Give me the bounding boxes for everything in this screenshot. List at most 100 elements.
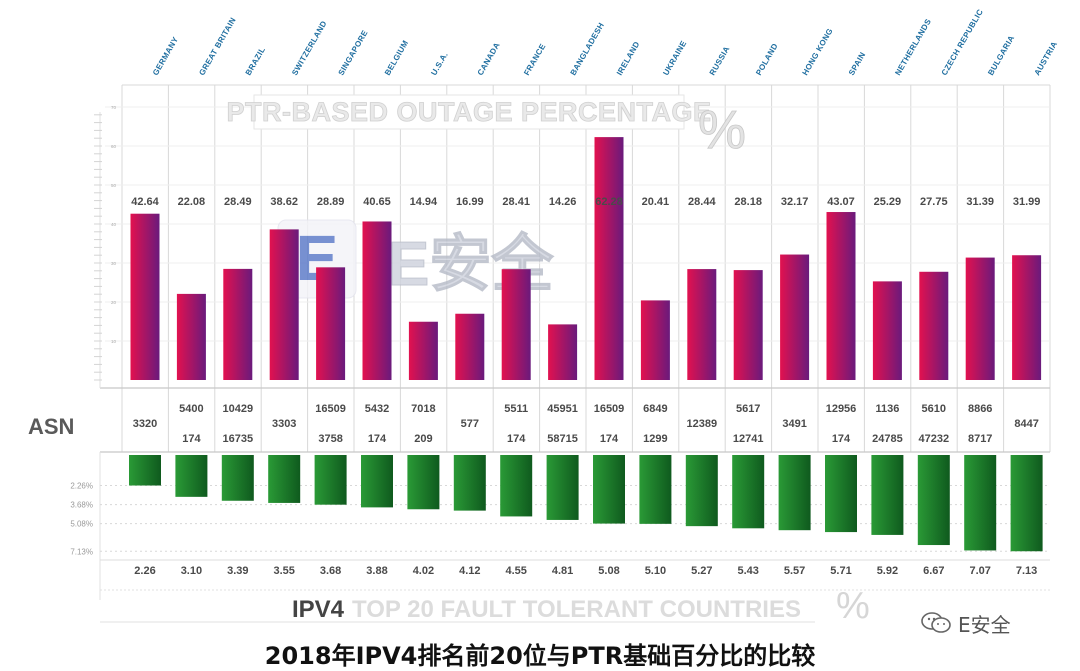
bottom-value-label: 4.55 — [505, 565, 526, 577]
bottom-value-label: 5.08 — [598, 565, 619, 577]
bottom-bar — [778, 455, 811, 531]
country-label: BRAZIL — [244, 46, 267, 77]
wechat-icon — [921, 612, 951, 633]
top-bar — [548, 324, 578, 380]
asn-value: 174 — [507, 433, 526, 445]
asn-value: 3491 — [782, 418, 806, 430]
asn-value: 8717 — [968, 433, 992, 445]
country-label: IRELAND — [615, 40, 642, 77]
top-y-tick-label: 40 — [111, 222, 117, 227]
top-y-tick-label: 70 — [111, 105, 117, 110]
top-value-label: 28.44 — [688, 196, 716, 208]
country-label: NETHERLANDS — [893, 17, 933, 77]
country-label: POLAND — [754, 42, 780, 77]
asn-value: 16735 — [223, 433, 254, 445]
bottom-value-label: 3.10 — [181, 565, 202, 577]
top-value-label: 43.07 — [827, 196, 855, 208]
asn-value: 1136 — [875, 403, 899, 415]
asn-value: 16509 — [594, 403, 625, 415]
asn-value: 174 — [832, 433, 851, 445]
asn-value: 10429 — [223, 403, 254, 415]
bottom-bar — [268, 455, 301, 503]
top-bar — [408, 321, 438, 380]
top-y-tick-label: 20 — [111, 300, 117, 305]
top-value-label: 62.28 — [595, 196, 623, 208]
top-bar — [316, 267, 346, 380]
bottom-value-label: 3.39 — [227, 565, 248, 577]
top-value-label: 27.75 — [920, 196, 948, 208]
top-bar — [826, 212, 856, 380]
watermark: E E安全 — [277, 219, 555, 300]
top-bar — [130, 213, 160, 380]
top-bar — [501, 269, 531, 380]
asn-value: 5432 — [365, 403, 389, 415]
top-bar — [687, 269, 717, 380]
bottom-title-bold: IPV4 — [292, 596, 345, 623]
bottom-value-label: 3.88 — [366, 565, 387, 577]
country-label: RUSSIA — [708, 45, 732, 77]
bottom-bar — [917, 455, 950, 546]
asn-value: 5400 — [179, 403, 203, 415]
top-value-label: 28.89 — [317, 196, 345, 208]
bottom-value-label: 7.07 — [969, 565, 990, 577]
top-bar — [640, 300, 670, 380]
top-bar — [594, 137, 624, 380]
bottom-bars — [129, 455, 1043, 552]
top-value-label: 31.99 — [1013, 196, 1041, 208]
bottom-value-label: 5.43 — [737, 565, 758, 577]
top-value-label: 20.41 — [642, 196, 670, 208]
asn-value: 5610 — [922, 403, 946, 415]
top-value-label: 14.26 — [549, 196, 577, 208]
asn-value: 1299 — [643, 433, 667, 445]
asn-value: 12956 — [826, 403, 857, 415]
asn-value: 47232 — [919, 433, 950, 445]
top-bar — [872, 281, 902, 380]
bottom-bar — [453, 455, 486, 511]
asn-value: 3758 — [318, 433, 342, 445]
bottom-value-label: 7.13 — [1016, 565, 1037, 577]
top-y-tick-label: 60 — [111, 144, 117, 149]
top-bar — [362, 221, 392, 380]
top-value-label: 28.18 — [734, 196, 762, 208]
top-value-label: 31.39 — [966, 196, 994, 208]
bottom-bar — [500, 455, 533, 517]
top-value-label: 16.99 — [456, 196, 484, 208]
top-value-label: 42.64 — [131, 196, 159, 208]
top-value-label: 25.29 — [874, 196, 902, 208]
top-value-label: 28.49 — [224, 196, 252, 208]
asn-value: 577 — [461, 418, 479, 430]
country-label: BANGLADESH — [569, 21, 607, 77]
top-bar — [455, 313, 485, 380]
top-value-label: 38.62 — [270, 196, 298, 208]
asn-value: 24785 — [872, 433, 903, 445]
bottom-y-tick-label: 5.08% — [70, 520, 93, 529]
country-label: GREAT BRITAIN — [197, 16, 237, 77]
top-bar — [176, 293, 206, 380]
bottom-bar — [407, 455, 440, 510]
bottom-y-tick-label: 3.68% — [70, 501, 93, 510]
bottom-title-unit: % — [836, 585, 870, 627]
top-y-tick-label: 10 — [111, 339, 117, 344]
asn-value: 8866 — [968, 403, 992, 415]
top-value-label: 14.94 — [410, 196, 438, 208]
bottom-bar — [732, 455, 765, 529]
bottom-value-label: 4.02 — [413, 565, 434, 577]
asn-value: 174 — [182, 433, 201, 445]
country-label: SINGAPORE — [337, 28, 370, 77]
bottom-bar — [361, 455, 393, 508]
asn-value: 16509 — [315, 403, 346, 415]
country-label: GERMANY — [151, 35, 180, 77]
country-label: BELGIUM — [383, 39, 410, 77]
asn-value: 12741 — [733, 433, 764, 445]
bottom-bar — [175, 455, 208, 497]
asn-value: 209 — [414, 433, 432, 445]
asn-value: 45951 — [547, 403, 578, 415]
country-label: UKRAINE — [661, 39, 688, 77]
asn-value: 8447 — [1014, 418, 1038, 430]
top-bar — [1012, 255, 1042, 380]
top-bars — [130, 137, 1042, 380]
top-title: PTR-BASED OUTAGE PERCENTAGE — [226, 97, 711, 127]
top-bar — [733, 270, 763, 380]
country-label: SPAIN — [847, 51, 867, 77]
asn-value: 5617 — [736, 403, 760, 415]
